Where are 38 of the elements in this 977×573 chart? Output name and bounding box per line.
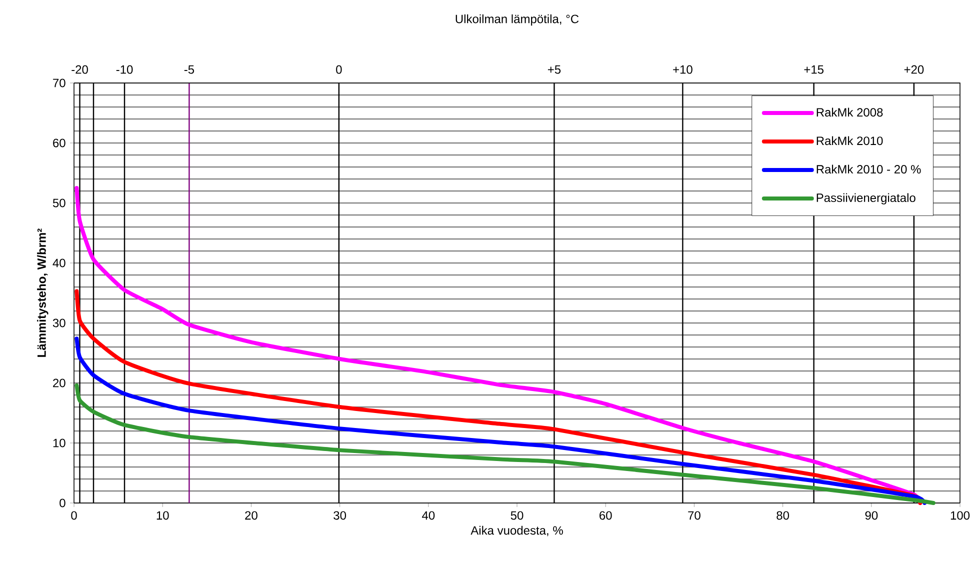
- line-series: [74, 186, 922, 505]
- annotation: +15: [804, 65, 824, 74]
- annotation: +20: [904, 65, 924, 74]
- x-tick-label: 50: [510, 511, 524, 520]
- x-tick-label: 80: [776, 511, 790, 520]
- y-tick-label: 50: [52, 198, 66, 208]
- y-tick-label: 0: [60, 498, 66, 508]
- x-tick-label: 10: [156, 511, 169, 520]
- annotation: 0: [336, 65, 342, 74]
- x-tick-label: 30: [334, 511, 346, 520]
- y-tick-label: 20: [53, 378, 66, 388]
- x-tick-label: 70: [688, 511, 700, 520]
- x-axis-title: Aika vuodesta, %: [470, 526, 563, 536]
- x-tick-label: 20: [245, 511, 258, 520]
- y-tick-label: 10: [53, 438, 66, 448]
- y-axis-title: Lämmitysteho, W/brm²: [37, 228, 48, 357]
- legend-label: RakMk 2010: [816, 136, 883, 146]
- legend-label: RakMk 2008: [816, 108, 883, 117]
- x-tick-label: 60: [600, 511, 612, 520]
- y-tick-label: 40: [52, 258, 66, 268]
- annotation: +10: [673, 65, 692, 74]
- annotation: +5: [548, 65, 561, 74]
- legend-label: Passiivienergiatalo: [816, 193, 916, 204]
- annotation: -20: [72, 65, 88, 74]
- x-tick-label: 0: [71, 511, 77, 520]
- line-series: [74, 336, 927, 505]
- x-tick-label: 100: [950, 511, 970, 520]
- line-series: [74, 383, 936, 505]
- annotation: -5: [184, 65, 194, 74]
- x-tick-label: 90: [865, 511, 878, 520]
- line-series: [74, 289, 922, 505]
- y-tick-label: 70: [53, 78, 66, 88]
- y-tick-label: 30: [52, 318, 66, 328]
- text: Ulkoilman lämpötila, °C: [456, 14, 579, 26]
- y-tick-label: 60: [53, 138, 66, 148]
- annotation: -10: [116, 65, 133, 74]
- legend-label: RakMk 2010 - 20 %: [816, 164, 921, 174]
- x-tick-label: 40: [422, 511, 435, 520]
